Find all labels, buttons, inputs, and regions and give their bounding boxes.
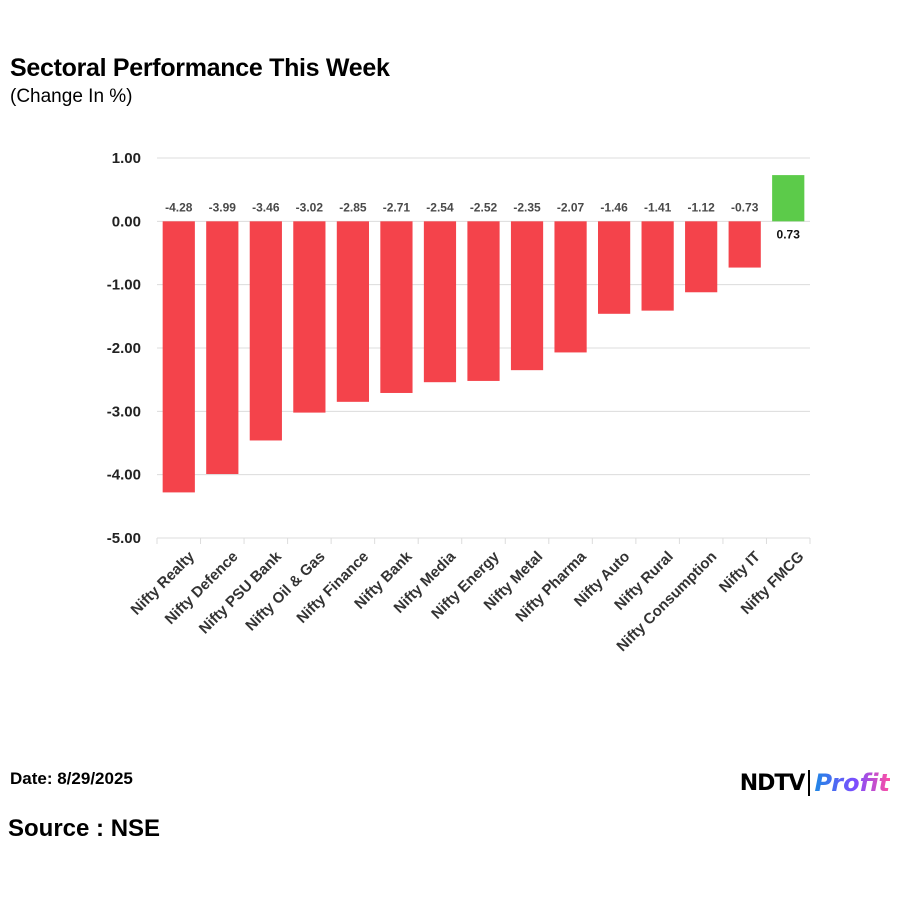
value-label: -1.41	[644, 200, 672, 214]
bar-nifty-psu-bank	[249, 221, 282, 441]
footer-date: Date: 8/29/2025	[10, 769, 133, 788]
value-label: -3.99	[209, 200, 237, 214]
bar-nifty-energy	[467, 221, 500, 381]
bar-nifty-oil-gas	[293, 221, 326, 413]
value-label: -2.35	[513, 200, 541, 214]
bar-nifty-defence	[206, 221, 239, 475]
value-label: -2.85	[339, 200, 367, 214]
logo-brand: NDTV	[739, 770, 806, 796]
value-label: -1.12	[687, 200, 715, 214]
y-tick-label: -3.00	[107, 403, 141, 420]
ndtv-profit-logo: NDTV Profit	[740, 768, 890, 798]
bar-nifty-consumption	[685, 221, 718, 293]
value-labels: -4.28 -3.99 -3.46 -3.02 -2.85 -2.71 -2.54 -2.52…	[165, 200, 800, 241]
value-label: -0.73	[731, 200, 759, 214]
logo-product: Profit	[814, 769, 890, 797]
y-tick-label: 1.00	[112, 150, 141, 167]
chart-subtitle: (Change In %)	[10, 86, 133, 107]
y-tick-label: -4.00	[107, 467, 141, 484]
bar-nifty-realty	[162, 221, 195, 493]
bar-nifty-bank	[380, 221, 413, 393]
value-label: 0.73	[777, 227, 801, 241]
bar-nifty-auto	[597, 221, 631, 314]
bar-nifty-fmcg	[772, 175, 805, 222]
bar-nifty-it	[728, 221, 761, 268]
y-axis-ticks: 1.00 0.00 -1.00 -2.00 -3.00 -4.00 -5.00	[107, 150, 141, 547]
value-label: -1.46	[600, 200, 628, 214]
value-label: -2.71	[383, 200, 411, 214]
y-tick-label: 0.00	[112, 213, 141, 230]
y-tick-label: -5.00	[107, 530, 141, 547]
y-tick-label: -1.00	[107, 277, 141, 294]
bar-nifty-finance	[336, 221, 370, 402]
footer-source: Source : NSE	[8, 815, 161, 842]
bar-chart: 1.000.00-1.00-2.00-3.00-4.00-5.00 -4.28-…	[107, 150, 811, 655]
value-label: -3.02	[296, 200, 324, 214]
value-label: -2.54	[426, 200, 454, 214]
value-label: -3.46	[252, 200, 280, 214]
bars	[162, 175, 805, 493]
chart-title: Sectoral Performance This Week	[10, 54, 390, 82]
value-label: -2.07	[557, 200, 585, 214]
logo-divider	[808, 770, 811, 796]
value-label: -2.52	[470, 200, 498, 214]
bar-nifty-pharma	[554, 221, 587, 353]
bar-nifty-metal	[510, 221, 544, 371]
value-label: -4.28	[165, 200, 193, 214]
bar-nifty-rural	[641, 221, 674, 311]
bar-nifty-media	[423, 221, 457, 383]
y-tick-label: -2.00	[107, 340, 141, 357]
